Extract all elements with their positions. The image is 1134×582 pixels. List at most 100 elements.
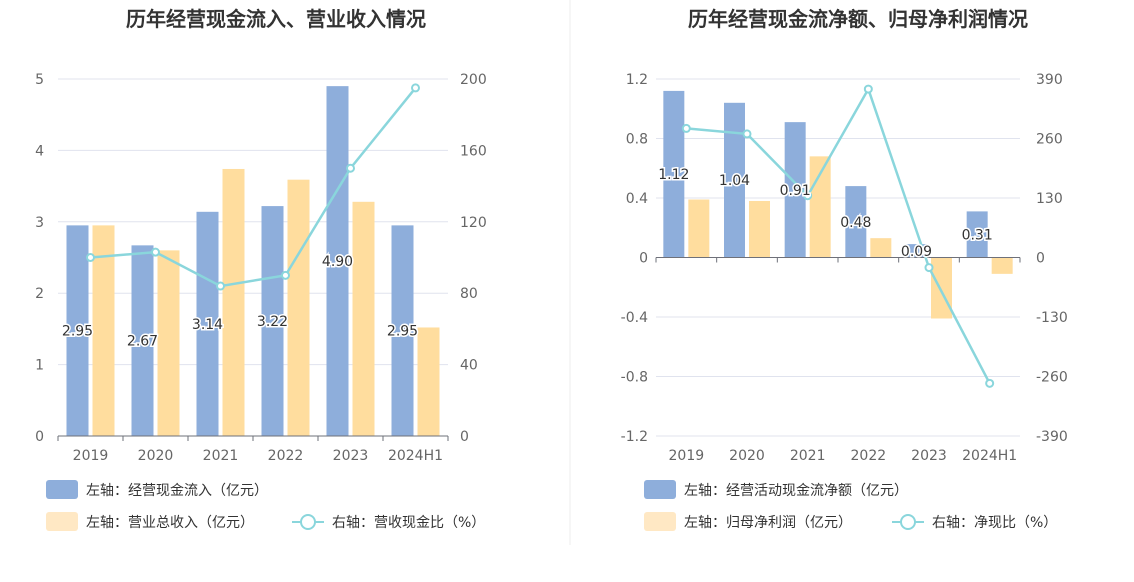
left-axis-tick-label: -0.8 xyxy=(621,370,648,386)
bar-secondary-2022 xyxy=(287,179,310,436)
x-axis-tick-label: 2020 xyxy=(729,448,765,464)
right-axis-tick-label: 390 xyxy=(1036,72,1063,88)
bar-primary-2022 xyxy=(845,186,867,258)
data-label-2021: 3.14 xyxy=(192,317,223,333)
bar-primary-2024H1 xyxy=(391,225,414,436)
ratio-point-2019 xyxy=(86,253,95,262)
bar-primary-2019 xyxy=(66,225,89,436)
data-label-2023: 4.90 xyxy=(322,254,353,270)
x-axis-tick-label: 2021 xyxy=(790,448,826,464)
ratio-line xyxy=(90,87,417,288)
right-axis-tick-label: 260 xyxy=(1036,132,1063,148)
right-axis-tick-label: 120 xyxy=(460,215,487,231)
right-axis-tick-label: 0 xyxy=(1036,251,1045,267)
bar-secondary-2024H1 xyxy=(991,257,1013,274)
bar-primary-2024H1 xyxy=(966,211,988,258)
ratio-line xyxy=(686,86,991,384)
x-axis-tick-label: 2022 xyxy=(851,448,887,464)
data-label-2024H1: 0.31 xyxy=(962,227,993,243)
left-axis-tick-label: 1.2 xyxy=(626,72,648,88)
left-axis-tick-label: 0 xyxy=(639,251,648,267)
ratio-point-2019 xyxy=(681,123,691,133)
chart-title: 历年经营现金流净额、归母净利润情况 xyxy=(688,7,1028,31)
legend-line-marker xyxy=(900,514,916,530)
bar-secondary-2020 xyxy=(749,200,770,258)
ratio-point-2024H1 xyxy=(411,83,420,93)
ratio-point-2021 xyxy=(216,281,225,291)
bar-secondary-2024H1 xyxy=(417,327,440,436)
bar-primary-2023 xyxy=(326,86,349,436)
data-label-2020: 2.67 xyxy=(127,334,158,350)
legend-label: 右轴：净现比（%） xyxy=(932,515,1057,531)
x-axis-tick-label: 2024H1 xyxy=(962,448,1017,464)
legend-swatch xyxy=(46,512,78,531)
legend-label: 右轴：营收现金比（%） xyxy=(332,515,485,531)
bar-primary-2022 xyxy=(261,206,284,436)
legend-swatch xyxy=(46,480,78,499)
chart-net-cashflow-profit: 历年经营现金流净额、归母净利润情况 -1.2 -0.8 -0.4 0 0.4 0.8 1.2 -… xyxy=(621,7,1068,531)
right-axis-tick-label: 80 xyxy=(460,286,478,302)
left-axis-tick-label: 5 xyxy=(35,72,44,88)
bar-secondary-2022 xyxy=(870,238,892,258)
right-axis-tick-label: 40 xyxy=(460,358,478,374)
bar-primary-2020 xyxy=(131,245,154,436)
legend-swatch xyxy=(644,512,676,531)
legend-label: 左轴：归母净利润（亿元） xyxy=(684,514,852,531)
left-axis-tick-label: 2 xyxy=(35,286,44,302)
x-axis-tick-label: 2020 xyxy=(138,448,174,464)
legend-label: 左轴：经营活动现金流净额（亿元） xyxy=(684,483,908,499)
data-label-2023: 0.09 xyxy=(901,244,932,260)
legend-swatch xyxy=(644,480,676,499)
left-axis-tick-label: -0.4 xyxy=(621,310,648,326)
bar-primary-2021 xyxy=(196,211,219,436)
right-axis-tick-label: 160 xyxy=(460,143,487,159)
bar-primary-2020 xyxy=(724,102,745,258)
data-label-2021: 0.91 xyxy=(780,183,811,199)
legend-label: 左轴：经营现金流入（亿元） xyxy=(86,483,268,499)
ratio-point-2022 xyxy=(281,270,290,280)
ratio-point-2022 xyxy=(863,84,873,94)
right-axis-tick-label: 130 xyxy=(1036,191,1063,207)
data-label-2022: 0.48 xyxy=(840,215,871,231)
bar-primary-2019 xyxy=(663,90,685,258)
bar-secondary-2019 xyxy=(688,199,710,258)
bar-secondary-2023 xyxy=(931,257,952,319)
left-axis-tick-label: 1 xyxy=(35,358,44,374)
bar-secondary-2023 xyxy=(352,201,375,436)
right-axis-tick-label: -390 xyxy=(1036,429,1068,445)
data-label-2019: 2.95 xyxy=(62,324,93,340)
chart-cash-inflow-revenue: 历年经营现金流入、营业收入情况 0 1 2 3 4 5 0 40 80 120 160 200 2019 2… xyxy=(35,7,487,531)
data-label-2024H1: 2.95 xyxy=(387,324,418,340)
x-axis-tick-label: 2022 xyxy=(268,448,304,464)
x-axis-tick-label: 2019 xyxy=(73,448,109,464)
bar-secondary-2019 xyxy=(92,225,115,436)
left-axis-tick-label: -1.2 xyxy=(621,429,648,445)
legend-line-marker xyxy=(300,514,316,530)
left-axis-tick-label: 0.4 xyxy=(626,191,648,207)
ratio-point-2020 xyxy=(151,247,160,257)
chart-title: 历年经营现金流入、营业收入情况 xyxy=(126,7,426,31)
data-label-2020: 1.04 xyxy=(719,173,750,189)
ratio-point-2023 xyxy=(346,163,355,173)
right-axis-tick-label: -130 xyxy=(1036,310,1068,326)
left-axis-tick-label: 4 xyxy=(35,143,44,159)
ratio-point-2020 xyxy=(742,129,752,139)
left-axis-tick-label: 0 xyxy=(35,429,44,445)
x-axis-tick-label: 2023 xyxy=(911,448,947,464)
x-axis-tick-label: 2019 xyxy=(669,448,705,464)
bar-primary-2021 xyxy=(784,122,806,258)
data-label-2019: 1.12 xyxy=(658,167,689,183)
legend-label: 左轴：营业总收入（亿元） xyxy=(86,515,254,531)
right-axis-tick-label: 200 xyxy=(460,72,487,88)
bar-secondary-2021 xyxy=(222,168,245,437)
ratio-point-2021 xyxy=(803,191,813,201)
left-axis-tick-label: 0.8 xyxy=(626,132,648,148)
bar-secondary-2020 xyxy=(157,250,180,436)
data-label-2022: 3.22 xyxy=(257,314,288,330)
x-axis-tick-label: 2023 xyxy=(333,448,369,464)
x-axis-tick-label: 2021 xyxy=(203,448,239,464)
ratio-point-2024H1 xyxy=(985,378,995,388)
ratio-point-2023 xyxy=(924,263,934,273)
